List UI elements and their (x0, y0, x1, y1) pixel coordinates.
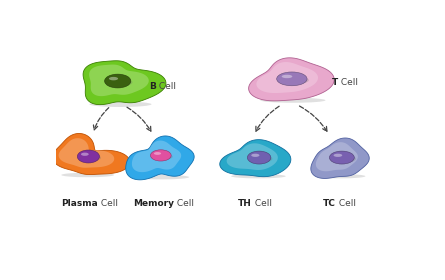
Polygon shape (249, 58, 334, 101)
Polygon shape (256, 62, 318, 93)
Text: B: B (149, 82, 156, 91)
Ellipse shape (150, 150, 171, 161)
Ellipse shape (77, 150, 99, 163)
Text: TC: TC (323, 199, 336, 208)
Polygon shape (126, 136, 194, 180)
Ellipse shape (81, 153, 89, 156)
Polygon shape (89, 65, 149, 96)
Ellipse shape (330, 155, 356, 163)
Text: Lymphocytes: Lymphocytes (161, 264, 284, 280)
Ellipse shape (154, 152, 161, 155)
Text: TH: TH (238, 199, 251, 208)
Polygon shape (132, 141, 181, 172)
Text: Cell: Cell (338, 78, 358, 87)
Text: Plasma: Plasma (61, 199, 97, 208)
Ellipse shape (248, 155, 272, 163)
Text: Cell: Cell (336, 199, 356, 208)
Text: Cell: Cell (251, 199, 271, 208)
Polygon shape (59, 138, 114, 168)
Ellipse shape (89, 102, 151, 107)
Ellipse shape (151, 153, 173, 160)
Polygon shape (311, 138, 369, 178)
Ellipse shape (105, 74, 131, 88)
Text: Memory: Memory (133, 199, 174, 208)
Ellipse shape (277, 76, 309, 84)
Ellipse shape (105, 78, 133, 87)
Ellipse shape (134, 175, 189, 179)
Ellipse shape (61, 173, 114, 177)
Ellipse shape (231, 174, 286, 178)
Polygon shape (227, 143, 278, 170)
Ellipse shape (277, 72, 307, 86)
Text: T: T (332, 78, 338, 87)
Ellipse shape (247, 151, 271, 164)
Ellipse shape (78, 154, 101, 162)
Ellipse shape (109, 77, 118, 80)
Polygon shape (316, 142, 358, 171)
Ellipse shape (334, 154, 342, 157)
Text: Cell: Cell (156, 82, 176, 91)
Ellipse shape (282, 75, 292, 78)
Polygon shape (220, 140, 291, 177)
Polygon shape (53, 134, 130, 174)
Ellipse shape (329, 151, 354, 164)
Text: Cell: Cell (97, 199, 117, 208)
Polygon shape (83, 61, 166, 105)
Ellipse shape (251, 154, 259, 157)
Ellipse shape (260, 98, 325, 103)
Text: Cell: Cell (174, 199, 194, 208)
Ellipse shape (317, 174, 365, 178)
